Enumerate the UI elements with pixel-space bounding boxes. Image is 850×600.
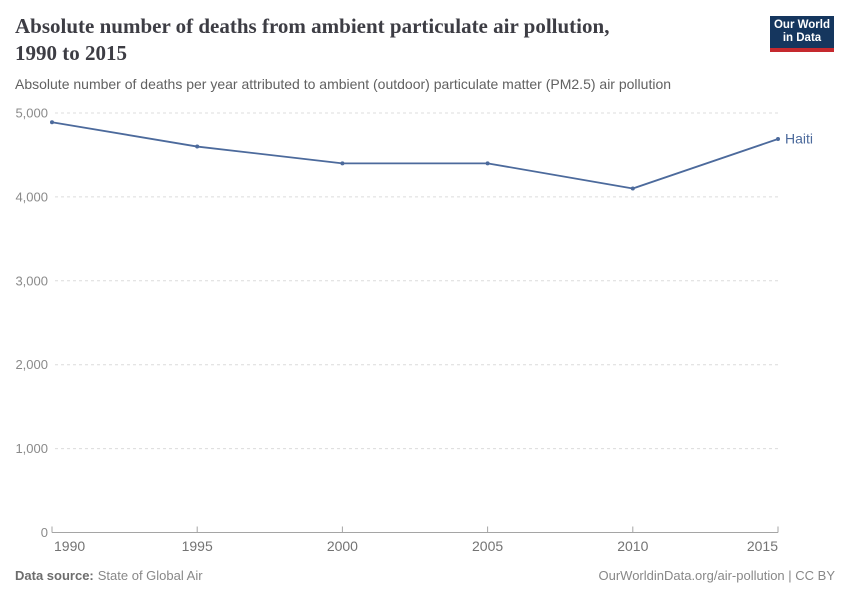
y-tick-label: 3,000 (15, 273, 48, 288)
chart-title-line2: 1990 to 2015 (15, 41, 127, 65)
data-source-label: Data source: (15, 568, 94, 583)
series-label[interactable]: Haiti (785, 131, 813, 147)
chart-footer: Data source: State of Global Air OurWorld… (15, 568, 835, 583)
y-tick-label: 5,000 (15, 106, 48, 121)
y-tick-label: 0 (41, 525, 48, 540)
data-point (340, 161, 345, 166)
x-tick-label: 2010 (617, 538, 648, 554)
y-tick-label: 2,000 (15, 357, 48, 372)
y-tick-label: 4,000 (15, 189, 48, 204)
data-point (776, 137, 780, 142)
x-tick-label: 2005 (472, 538, 503, 554)
y-tick-label: 1,000 (15, 441, 48, 456)
x-tick-label: 1990 (54, 538, 85, 554)
license-link[interactable]: OurWorldinData.org/air-pollution | CC BY (598, 568, 835, 583)
data-point (485, 161, 490, 166)
data-point (50, 120, 54, 125)
x-tick-label: 1995 (182, 538, 213, 554)
chart-title-line1: Absolute number of deaths from ambient p… (15, 14, 610, 38)
x-tick-label: 2000 (327, 538, 358, 554)
chart-subtitle: Absolute number of deaths per year attri… (15, 76, 672, 92)
owid-logo-line1: Our World (773, 19, 830, 31)
data-source-value: State of Global Air (97, 568, 203, 583)
owid-logo-line2: in Data (782, 32, 822, 44)
data-source: Data source: State of Global Air (15, 568, 203, 583)
data-point (630, 186, 635, 191)
chart-header: Absolute number of deaths from ambient p… (15, 13, 760, 93)
owid-logo[interactable]: Our World in Data (770, 16, 834, 52)
series-line (51, 121, 779, 190)
data-point (195, 144, 200, 149)
chart-title: Absolute number of deaths from ambient p… (15, 13, 760, 67)
x-tick-label: 2015 (747, 538, 778, 554)
